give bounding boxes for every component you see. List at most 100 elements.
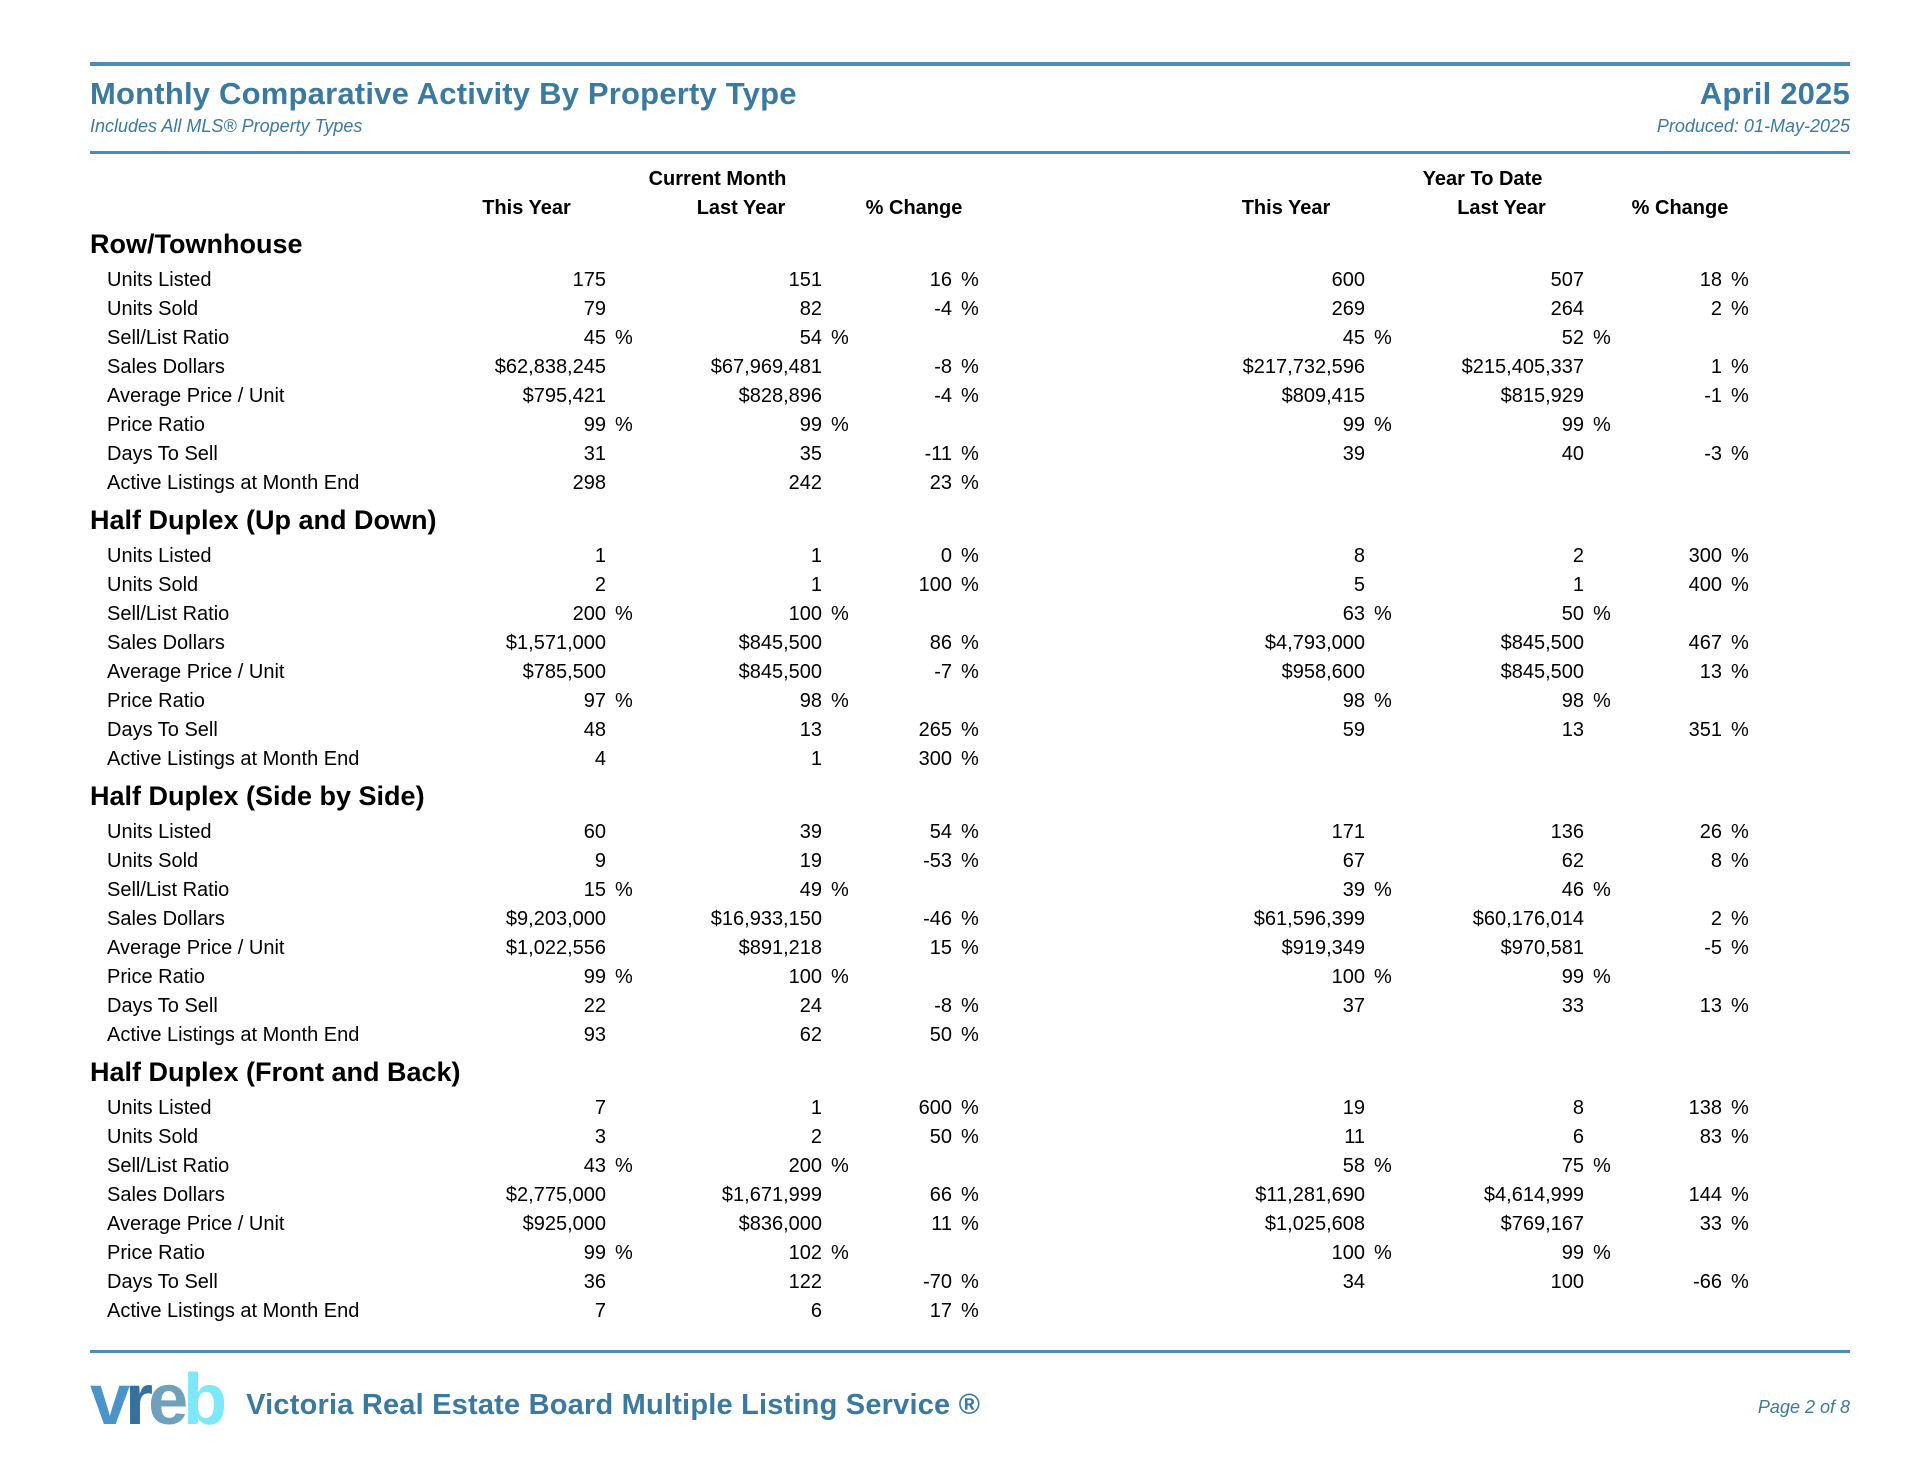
table-row: Active Listings at Month End 93 62 50% (90, 1021, 1850, 1050)
value-number: 7 (594, 1097, 606, 1119)
value-cell (1611, 963, 1749, 992)
value-number: 0 (940, 545, 952, 567)
value-cell: 2 (1392, 542, 1611, 571)
value-cell: 49% (633, 876, 849, 905)
value-number: 17 (929, 1300, 952, 1322)
percent-suffix: % (961, 908, 979, 930)
value-number: 100 (788, 603, 822, 625)
value-cell: 136 (1392, 818, 1611, 847)
value-cell: 100% (633, 963, 849, 992)
percent-suffix: % (831, 414, 849, 436)
percent-suffix: % (961, 269, 979, 291)
report-subheader: Includes All MLS® Property Types Produce… (90, 116, 1850, 137)
percent-suffix: % (961, 748, 979, 770)
table-row: Days To Sell 48 13 265% 59 13 351% (90, 716, 1850, 745)
logo-letter: v (90, 1360, 130, 1440)
value-cell: 15% (849, 934, 979, 963)
value-cell: 1 (633, 1094, 849, 1123)
value-cell: 39 (633, 818, 849, 847)
value-cell (1180, 1297, 1392, 1326)
table-row: Price Ratio 99% 100% 100% 99% (90, 963, 1850, 992)
value-number: $925,000 (522, 1213, 606, 1235)
value-number: 39 (1342, 879, 1365, 901)
value-cell: 400% (1611, 571, 1749, 600)
percent-suffix: % (961, 385, 979, 407)
row-label: Active Listings at Month End (107, 472, 360, 494)
percent-suffix: % (1593, 966, 1611, 988)
value-number: $16,933,150 (710, 908, 822, 930)
value-cell: 50% (1392, 600, 1611, 629)
value-cell: $845,500 (1392, 629, 1611, 658)
value-number: $4,793,000 (1264, 632, 1365, 654)
value-cell: 26% (1611, 818, 1749, 847)
value-number: 8 (1710, 850, 1722, 872)
table-row: Sales Dollars $62,838,245 $67,969,481 -8% $2… (90, 353, 1850, 382)
percent-suffix: % (1731, 385, 1749, 407)
row-label: Days To Sell (107, 719, 218, 741)
value-number: 8 (1572, 1097, 1584, 1119)
value-cell: 507 (1392, 266, 1611, 295)
value-number: 9 (594, 850, 606, 872)
value-cell: 264 (1392, 295, 1611, 324)
percent-suffix: % (961, 995, 979, 1017)
row-label: Units Sold (107, 1126, 199, 1148)
value-number: 7 (594, 1300, 606, 1322)
section-header: Half Duplex (Front and Back) (90, 1057, 461, 1087)
value-cell: 1 (420, 542, 633, 571)
percent-suffix: % (831, 1155, 849, 1177)
col-header-cm-last-year: Last Year (696, 197, 786, 219)
page-number: Page 2 of 8 (1757, 1396, 1850, 1417)
value-cell: 2 (420, 571, 633, 600)
table-row: Days To Sell 22 24 -8% 37 33 13% (90, 992, 1850, 1021)
value-number: 50 (929, 1024, 952, 1046)
row-label: Units Listed (107, 821, 212, 843)
value-number: 13 (1699, 995, 1722, 1017)
value-cell: $845,500 (633, 658, 849, 687)
value-cell: 3 (420, 1123, 633, 1152)
value-number: 13 (1699, 661, 1722, 683)
value-number: 39 (799, 821, 822, 843)
value-number: 98 (1561, 690, 1584, 712)
percent-suffix: % (1731, 632, 1749, 654)
table-row: Days To Sell 31 35 -11% 39 40 -3% (90, 440, 1850, 469)
value-number: $4,614,999 (1483, 1184, 1584, 1206)
percent-suffix: % (1731, 908, 1749, 930)
row-label: Active Listings at Month End (107, 1300, 360, 1322)
vreb-logo: vreb (90, 1364, 227, 1436)
row-label: Units Listed (107, 1097, 212, 1119)
value-number: 5 (1353, 574, 1365, 596)
table-row: Active Listings at Month End 7 6 17% (90, 1297, 1850, 1326)
value-number: 269 (1331, 298, 1365, 320)
value-cell: 86% (849, 629, 979, 658)
value-cell: 122 (633, 1268, 849, 1297)
value-cell: 97% (420, 687, 633, 716)
table-sections: Row/Townhouse Units Listed 175 151 16% 600 507… (90, 222, 1850, 1326)
value-number: 3 (594, 1126, 606, 1148)
property-section: Row/Townhouse Units Listed 175 151 16% 600 507… (90, 222, 1850, 498)
value-cell: 175 (420, 266, 633, 295)
percent-suffix: % (961, 1097, 979, 1119)
row-label: Units Listed (107, 269, 212, 291)
value-number: $215,405,337 (1461, 356, 1584, 378)
percent-suffix: % (1731, 850, 1749, 872)
section-header: Half Duplex (Up and Down) (90, 505, 437, 535)
value-number: 2 (1710, 298, 1722, 320)
percent-suffix: % (961, 545, 979, 567)
value-number: 99 (1561, 1242, 1584, 1264)
percent-suffix: % (1593, 690, 1611, 712)
percent-suffix: % (1374, 414, 1392, 436)
value-number: 36 (583, 1271, 606, 1293)
table-row: Sell/List Ratio 15% 49% 39% 46% (90, 876, 1850, 905)
value-cell: 100% (633, 600, 849, 629)
group-header-row: Current Month Year To Date (90, 166, 1850, 192)
value-number: 99 (583, 1242, 606, 1264)
value-cell: 269 (1180, 295, 1392, 324)
table-row: Units Listed 1 1 0% 8 2 300% (90, 542, 1850, 571)
value-number: $217,732,596 (1242, 356, 1365, 378)
value-number: -8 (934, 995, 952, 1017)
value-number: 82 (799, 298, 822, 320)
value-number: 50 (929, 1126, 952, 1148)
percent-suffix: % (961, 1126, 979, 1148)
value-number: 40 (1561, 443, 1584, 465)
value-cell: 600% (849, 1094, 979, 1123)
